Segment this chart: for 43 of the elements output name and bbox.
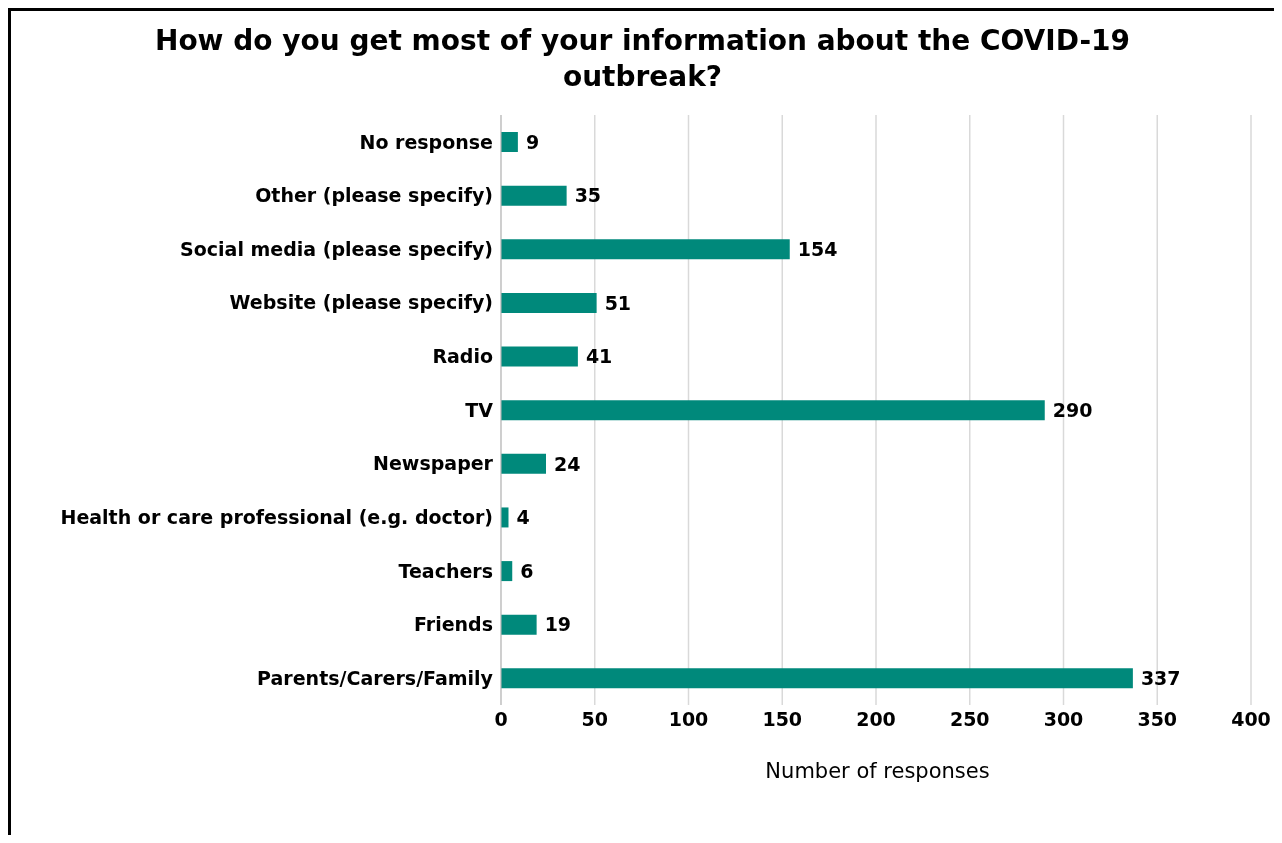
y-tick-label: Other (please specify) — [255, 184, 493, 207]
bar — [501, 400, 1045, 421]
x-tick-label: 50 — [581, 708, 608, 731]
bar — [501, 507, 509, 528]
x-tick-label: 350 — [1137, 708, 1178, 731]
y-tick-label: Teachers — [398, 559, 493, 582]
bar — [501, 239, 790, 260]
x-tick-label: 400 — [1231, 708, 1271, 731]
x-tick-label: 150 — [762, 708, 803, 731]
bar — [501, 453, 546, 474]
bar — [501, 132, 518, 152]
data-label: 9 — [525, 130, 540, 153]
data-label: 35 — [574, 184, 602, 207]
x-tick-label: 100 — [668, 708, 709, 731]
x-tick-label: 250 — [949, 708, 990, 731]
y-tick-label: Health or care professional (e.g. doctor) — [60, 506, 493, 529]
data-label: 4 — [516, 506, 530, 529]
y-tick-label: Social media (please specify) — [180, 237, 493, 260]
data-label: 6 — [520, 559, 534, 582]
bar — [501, 292, 597, 313]
x-tick-label: 300 — [1043, 708, 1084, 731]
x-tick-label: 0 — [494, 708, 508, 731]
data-label: 290 — [1052, 398, 1093, 421]
y-tick-label: Friends — [414, 613, 493, 636]
y-tick-label: No response — [359, 130, 493, 153]
bar — [501, 668, 1133, 689]
data-label: 337 — [1140, 667, 1181, 690]
data-label: 24 — [554, 452, 581, 475]
x-tick-label: 200 — [856, 708, 896, 731]
y-tick-label: Website (please specify) — [229, 291, 493, 314]
data-label: 19 — [544, 613, 572, 636]
bar — [501, 185, 567, 206]
data-label: 154 — [797, 238, 838, 261]
y-tick-label: Newspaper — [373, 452, 494, 475]
y-tick-label: Radio — [432, 345, 493, 368]
data-label: 41 — [585, 345, 613, 368]
bar — [501, 346, 578, 367]
y-tick-label: Parents/Carers/Family — [257, 666, 494, 689]
y-tick-label: TV — [465, 398, 494, 421]
x-axis-title: Number of responses — [764, 759, 991, 783]
bar — [501, 614, 537, 635]
chart-title: How do you get most of your information about the COVID-19 outbreak? — [153, 23, 1132, 95]
data-label: 51 — [604, 291, 632, 314]
